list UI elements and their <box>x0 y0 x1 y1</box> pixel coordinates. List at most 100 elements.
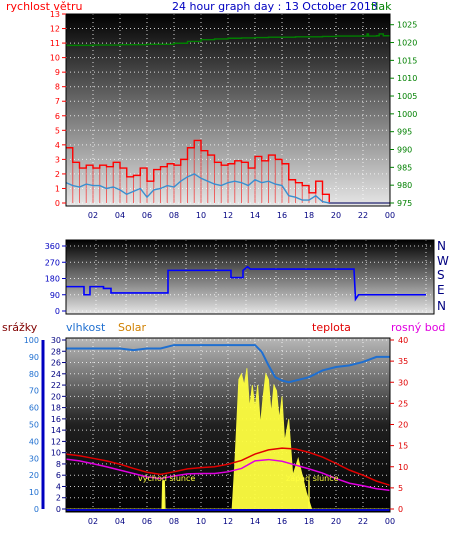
humidity-tick-label: 90 <box>29 353 39 362</box>
time-tick-label-bottom: 22 <box>358 517 368 526</box>
wind-direction-series <box>66 265 426 302</box>
humidity-series <box>66 344 390 384</box>
time-tick-label: 12 <box>223 211 233 220</box>
wind-speed-label: rychlost větru <box>6 0 82 13</box>
rain-tick-label: 12 <box>51 437 61 446</box>
pressure-tick-label: 995 <box>397 128 412 137</box>
temperature-tick-label: 0 <box>398 505 403 514</box>
rain-tick-label: 30 <box>51 336 61 345</box>
rain-tick-label: 16 <box>51 415 61 424</box>
time-tick-label-bottom: 10 <box>196 517 206 526</box>
temperature-tick-label: 10 <box>398 463 408 472</box>
temperature-tick-label: 25 <box>398 399 408 408</box>
temperature-tick-label: 20 <box>398 421 408 430</box>
rain-tick-label: 0 <box>56 505 61 514</box>
pressure-tick-label: 980 <box>397 181 412 190</box>
rain-tick-label: 22 <box>51 381 61 390</box>
wind-tick-label: 2 <box>55 170 60 179</box>
direction-tick-label: 180 <box>45 275 60 284</box>
humidity-tick-label: 10 <box>29 488 39 497</box>
wind-direction-grid <box>66 240 434 314</box>
time-tick-label: 16 <box>277 211 287 220</box>
pressure-label: tlak <box>371 0 392 13</box>
temp-humidity-plot-area <box>66 338 390 512</box>
wind-tick-label: 8 <box>55 83 60 92</box>
solar-series <box>66 368 390 510</box>
time-tick-label-bottom: 06 <box>142 517 152 526</box>
wind-tick-label: 12 <box>50 25 60 34</box>
temperature-label: teplota <box>312 321 351 334</box>
time-tick-label-bottom: 08 <box>169 517 179 526</box>
wind-tick-label: 7 <box>55 97 60 106</box>
rain-tick-label: 10 <box>51 449 61 458</box>
humidity-tick-label: 0 <box>34 505 39 514</box>
rain-tick-label: 6 <box>56 471 61 480</box>
wind-tick-label: 10 <box>50 54 60 63</box>
wind-tick-label: 13 <box>50 10 60 19</box>
time-tick-label-bottom: 12 <box>223 517 233 526</box>
pressure-tick-label: 985 <box>397 163 412 172</box>
pressure-tick-label: 975 <box>397 199 412 208</box>
wind-tick-label: 1 <box>55 184 60 193</box>
time-tick-label: 20 <box>331 211 341 220</box>
sunrise-label: východ slunce <box>138 474 195 483</box>
compass-label: E <box>437 283 445 297</box>
rain-tick-label: 24 <box>51 370 61 379</box>
humidity-tick-label: 80 <box>29 370 39 379</box>
wind-direction-series <box>66 265 426 302</box>
rain-tick-label: 28 <box>51 347 61 356</box>
temp-humidity-series <box>65 344 391 511</box>
time-tick-label-bottom: 16 <box>277 517 287 526</box>
direction-tick-label: 0 <box>55 307 60 316</box>
time-tick-label-bottom: 18 <box>304 517 314 526</box>
rain-tick-label: 14 <box>51 426 61 435</box>
direction-tick-label: 270 <box>45 258 60 267</box>
time-tick-label: 00 <box>385 211 395 220</box>
wind-average-series <box>65 173 390 204</box>
humidity-tick-label: 50 <box>29 421 39 430</box>
solar-label: Solar <box>118 321 147 334</box>
wind-tick-label: 6 <box>55 112 60 121</box>
temperature-tick-label: 35 <box>398 357 408 366</box>
time-tick-label: 22 <box>358 211 368 220</box>
time-tick-label: 18 <box>304 211 314 220</box>
temperature-tick-label: 40 <box>398 336 408 345</box>
rain-tick-label: 4 <box>56 482 61 491</box>
rain-tick-label: 26 <box>51 359 61 368</box>
pressure-series <box>66 33 390 47</box>
time-tick-label: 02 <box>88 211 98 220</box>
rain-tick-label: 8 <box>56 460 61 469</box>
compass-label: N <box>437 299 446 313</box>
rain-tick-label: 2 <box>56 494 61 503</box>
direction-tick-label: 360 <box>45 242 60 251</box>
compass-label: W <box>437 254 449 268</box>
wind-tick-label: 4 <box>55 141 60 150</box>
compass-label: S <box>437 268 445 282</box>
pressure-tick-label: 1010 <box>397 74 417 83</box>
wind-pressure-axes: 0123456789101112139759809859909951000100… <box>50 10 418 220</box>
temperature-tick-label: 30 <box>398 378 408 387</box>
compass-label: N <box>437 239 446 253</box>
wind-pressure-series <box>65 33 390 204</box>
humidity-tick-label: 60 <box>29 404 39 413</box>
wind-tick-label: 9 <box>55 68 60 77</box>
chart-title: 24 hour graph day : 13 October 2013 <box>172 0 378 13</box>
pressure-tick-label: 990 <box>397 146 412 155</box>
time-tick-label-bottom: 20 <box>331 517 341 526</box>
wind-direction-frame <box>65 239 435 315</box>
time-tick-label-bottom: 04 <box>115 517 125 526</box>
humidity-tick-label: 100 <box>24 336 39 345</box>
pressure-tick-label: 1025 <box>397 21 417 30</box>
wind-pressure-grid <box>66 13 391 206</box>
temperature-tick-label: 5 <box>398 484 403 493</box>
pressure-tick-label: 1005 <box>397 92 417 101</box>
wind-pressure-frame <box>65 13 391 207</box>
humidity-tick-label: 30 <box>29 454 39 463</box>
time-tick-label: 08 <box>169 211 179 220</box>
time-tick-label: 14 <box>250 211 260 220</box>
humidity-tick-label: 40 <box>29 437 39 446</box>
wind-tick-label: 0 <box>55 199 60 208</box>
